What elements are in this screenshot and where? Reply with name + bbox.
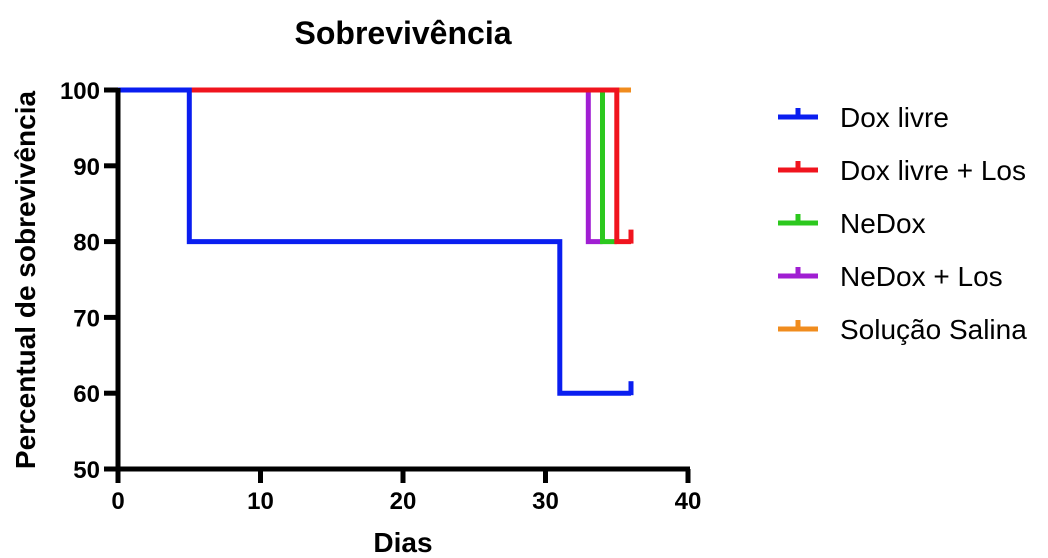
- series-line-0: [118, 87, 631, 396]
- series-line-2: [118, 87, 617, 245]
- legend-label-1: Dox livre + Los: [840, 155, 1026, 186]
- y-tick-label-80: 80: [73, 230, 100, 257]
- chart-title: Sobrevivência: [295, 15, 512, 51]
- y-tick-label-50: 50: [73, 457, 100, 484]
- y-tick-label-90: 90: [73, 154, 100, 181]
- y-tick-label-70: 70: [73, 305, 100, 332]
- x-tick-label-40: 40: [675, 488, 702, 515]
- y-axis-label: Percentual de sobrevivência: [10, 90, 41, 469]
- y-tick-label-100: 100: [60, 78, 100, 105]
- y-tick-label-60: 60: [73, 381, 100, 408]
- x-tick-label-30: 30: [532, 488, 559, 515]
- series-line-1: [118, 87, 631, 245]
- x-tick-label-10: 10: [247, 488, 274, 515]
- x-tick-label-0: 0: [111, 488, 124, 515]
- axes: 50 60 70 80 90 100 0 10 20 30 40: [60, 78, 701, 515]
- legend-label-0: Dox livre: [840, 102, 949, 133]
- legend-label-2: NeDox: [840, 208, 926, 239]
- legend-label-3: NeDox + Los: [840, 261, 1003, 292]
- legend-label-4: Solução Salina: [840, 314, 1027, 345]
- legend: Dox livre Dox livre + Los NeDox NeDox + Los…: [778, 102, 1027, 345]
- x-axis-label: Dias: [373, 527, 432, 558]
- plot-area: [118, 87, 634, 396]
- x-tick-label-20: 20: [390, 488, 417, 515]
